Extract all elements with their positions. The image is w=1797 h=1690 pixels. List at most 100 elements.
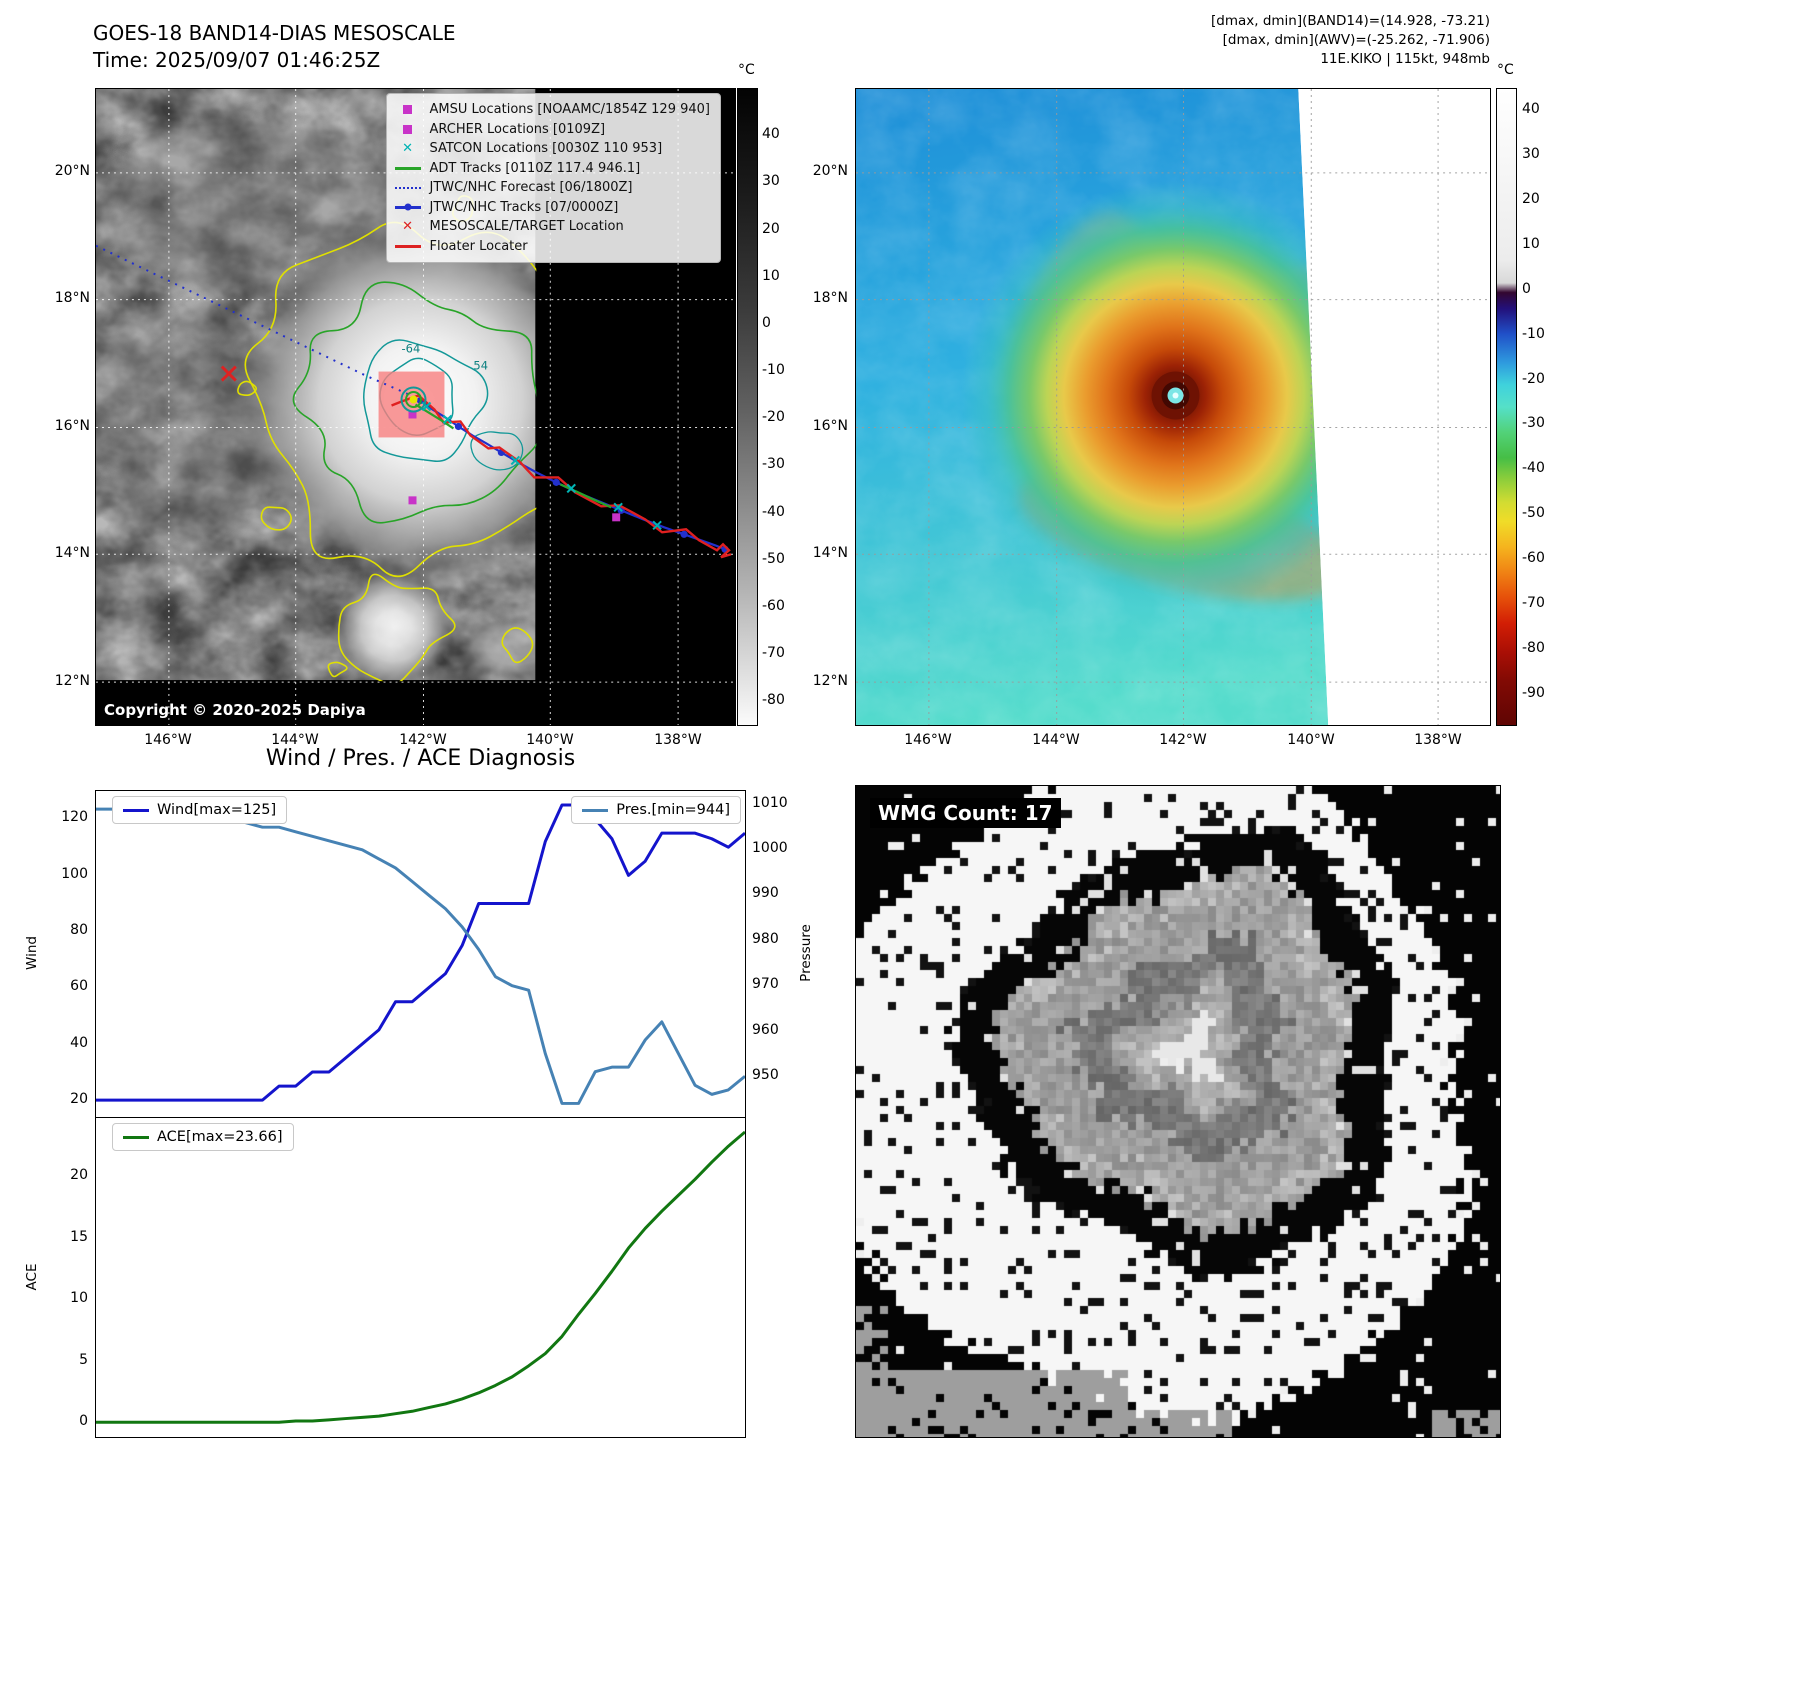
wind-pressure-chart: Wind[max=125] Pres.[min=944] — [95, 790, 746, 1118]
legend-item: ARCHER Locations [0109Z] — [393, 120, 710, 140]
awv-cbar-tick: 10 — [1522, 236, 1540, 252]
goes-colorbar-unit: °C — [738, 62, 755, 78]
legend-item: ADT Tracks [0110Z 117.4 946.1] — [393, 159, 710, 179]
line-marker-icon — [393, 244, 423, 248]
awv-lat-tick: 14°N — [812, 545, 848, 561]
satcon-marker — [566, 483, 576, 494]
legend-label: Pres.[min=944] — [616, 802, 730, 818]
jtwc-track-point — [552, 478, 560, 486]
awv-lat-tick: 16°N — [812, 418, 848, 434]
legend-label: SATCON Locations [0030Z 110 953] — [429, 141, 663, 157]
awv-cbar-tick: -80 — [1522, 640, 1545, 656]
wmg-count-label: WMG Count: 17 — [870, 798, 1061, 828]
dotted-line-marker-icon — [393, 186, 423, 189]
goes-lon-tick: 140°W — [526, 732, 574, 748]
awv-header-block: [dmax, dmin](BAND14)=(14.928, -73.21) [d… — [1211, 12, 1490, 69]
goes-lat-tick: 16°N — [54, 418, 90, 434]
wmg-panel: WMG Count: 17 — [855, 785, 1501, 1438]
legend-label: Wind[max=125] — [157, 802, 277, 818]
awv-cbar-tick: 30 — [1522, 146, 1540, 162]
satcon-marker — [652, 520, 662, 531]
awv-colorbar-unit: °C — [1497, 62, 1514, 78]
copyright-label: Copyright © 2020-2025 Dapiya — [104, 701, 366, 719]
satcon-marker — [613, 502, 623, 513]
ace-ytick: 15 — [70, 1229, 88, 1245]
ace-chart: ACE[max=23.66] — [95, 1117, 746, 1438]
awv-cbar-tick: -40 — [1522, 460, 1545, 476]
ir-contour-yellow — [337, 573, 456, 682]
goes-lon-tick: 138°W — [654, 732, 702, 748]
goes-lon-tick: 144°W — [271, 732, 319, 748]
pressure-ytick: 970 — [752, 976, 779, 992]
ir-contour-teal — [470, 431, 524, 471]
wind-ytick: 120 — [61, 809, 88, 825]
pressure-ytick: 960 — [752, 1022, 779, 1038]
ir-contour-teal — [362, 339, 489, 463]
wind-ytick: 20 — [70, 1091, 88, 1107]
square-marker-icon — [393, 105, 423, 115]
amsu-archer-marker — [612, 513, 621, 522]
map-legend: AMSU Locations [NOAAMC/1854Z 129 940] ARC… — [385, 93, 721, 263]
square-marker-icon — [393, 124, 423, 134]
legend-line-icon — [123, 1135, 149, 1139]
legend-label: JTWC/NHC Forecast [06/1800Z] — [429, 180, 633, 196]
amsu-archer-marker — [408, 496, 417, 505]
awv-cbar-tick: -30 — [1522, 415, 1545, 431]
contour-label: 54 — [473, 359, 488, 373]
satcon-marker — [421, 401, 432, 412]
goes-cbar-tick: -30 — [762, 456, 785, 472]
legend-label: AMSU Locations [NOAAMC/1854Z 129 940] — [429, 102, 710, 118]
goes-cbar-tick: -40 — [762, 504, 785, 520]
mesoscale-target-box — [378, 371, 445, 438]
awv-data-swath — [856, 89, 1329, 725]
legend-line-icon — [582, 808, 609, 812]
legend-line-icon — [123, 808, 149, 812]
wind-axis-label: Wind — [24, 936, 40, 970]
awv-map-image — [856, 89, 1490, 725]
ace-plot-area — [96, 1130, 745, 1424]
legend-label: ARCHER Locations [0109Z] — [429, 121, 606, 137]
goes-cbar-tick: -80 — [762, 692, 785, 708]
storm-id-intensity: 11E.KIKO | 115kt, 948mb — [1320, 51, 1490, 67]
goes-cbar-tick: 10 — [762, 268, 780, 284]
ir-contour-yellow — [260, 506, 293, 531]
pressure-axis-label: Pressure — [798, 924, 814, 982]
series-line-pres — [96, 807, 745, 1105]
line-dot-marker-icon — [393, 203, 423, 211]
jtwc-track-point — [454, 422, 463, 431]
awv-cbar-tick: -60 — [1522, 550, 1545, 566]
goes-band14-map: -64 54 AMSU Locations [NOAAMC/1854Z 129 9… — [95, 88, 736, 726]
satcon-marker — [442, 414, 453, 425]
ace-ytick: 5 — [79, 1352, 88, 1368]
goes-cbar-tick: -20 — [762, 409, 785, 425]
target-x-marker — [220, 365, 237, 382]
awv-lon-tick: 140°W — [1287, 732, 1335, 748]
awv-lat-tick: 18°N — [812, 290, 848, 306]
adt-track-line — [559, 483, 612, 509]
goes-lat-tick: 20°N — [54, 163, 90, 179]
wind-ytick: 40 — [70, 1035, 88, 1051]
legend-label: ACE[max=23.66] — [157, 1129, 283, 1145]
goes-lon-tick: 146°W — [144, 732, 192, 748]
awv-lat-tick: 12°N — [812, 673, 848, 689]
goes-colorbar — [737, 88, 758, 726]
awv-cbar-tick: -70 — [1522, 595, 1545, 611]
dmax-dmin-band14: [dmax, dmin](BAND14)=(14.928, -73.21) — [1210, 13, 1490, 29]
chart-legend: ACE[max=23.66] — [112, 1123, 294, 1151]
awv-cbar-tick: 40 — [1522, 101, 1540, 117]
amsu-archer-marker — [408, 410, 417, 419]
goes-lat-tick: 18°N — [54, 290, 90, 306]
goes-cbar-tick: -60 — [762, 598, 785, 614]
goes-title-block: GOES-18 BAND14-DIAS MESOSCALE Time: 2025… — [93, 20, 456, 74]
legend-label: MESOSCALE/TARGET Location — [429, 219, 624, 235]
goes-cbar-tick: -70 — [762, 645, 785, 661]
awv-lon-tick: 144°W — [1032, 732, 1080, 748]
ir-contour-yellow — [327, 661, 348, 678]
jtwc-track-point — [680, 530, 688, 538]
pressure-ytick: 950 — [752, 1067, 779, 1083]
series-line-wind — [96, 803, 745, 1102]
goes-lon-tick: 142°W — [399, 732, 447, 748]
pressure-ytick: 990 — [752, 885, 779, 901]
legend-item: ✕ SATCON Locations [0030Z 110 953] — [393, 139, 710, 159]
